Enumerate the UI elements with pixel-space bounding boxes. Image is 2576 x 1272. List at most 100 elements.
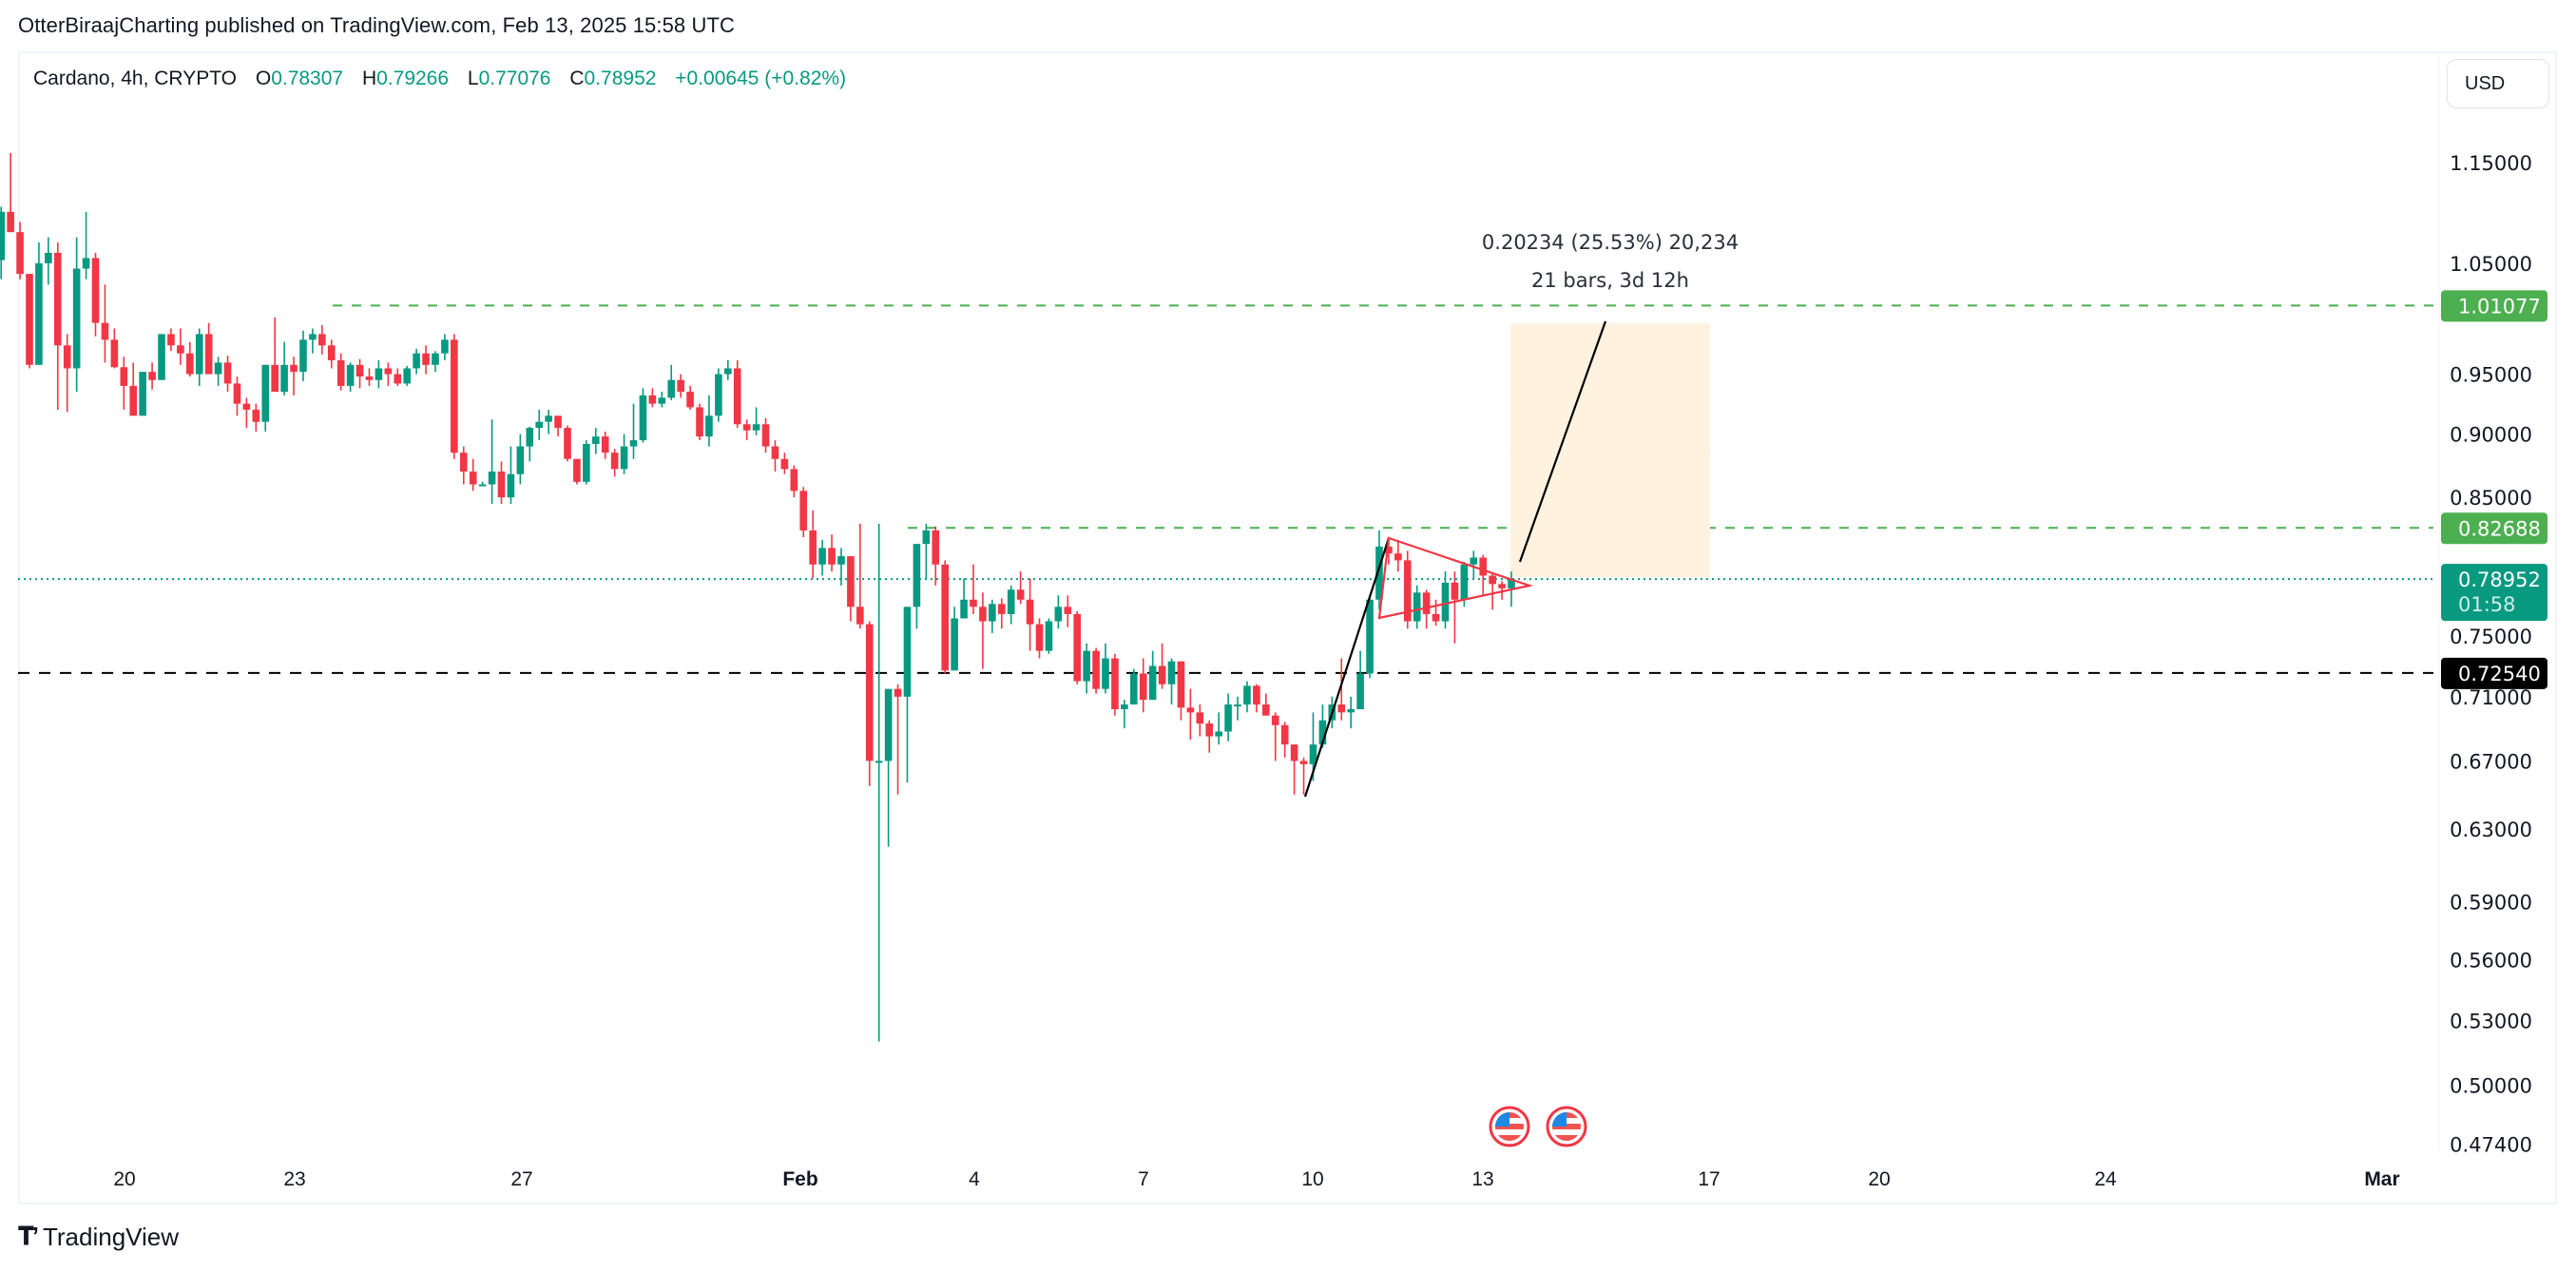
price-tick-label: 0.63000: [2450, 819, 2532, 841]
candle-body: [35, 262, 43, 365]
price-axis[interactable]: 1.15000 1.05000 0.95000 0.90000 0.85000 0.750…: [2438, 51, 2532, 1157]
candle-body: [856, 607, 864, 625]
date-tick-label: 10: [1301, 1168, 1323, 1190]
candle-body: [573, 458, 581, 482]
measure-price-text: 0.20234 (25.53%) 20,234: [1482, 231, 1739, 254]
date-tick-label: 20: [113, 1168, 135, 1190]
measure-bars-text: 21 bars, 3d 12h: [1531, 269, 1689, 292]
candle-body: [667, 379, 676, 398]
candle-body: [82, 258, 90, 269]
footer-branding[interactable]: 𝐓’ TradingView: [18, 1222, 179, 1252]
candle-body: [658, 397, 666, 404]
candle-body: [214, 362, 222, 375]
candle-body: [451, 339, 458, 453]
candle-body: [1337, 704, 1346, 713]
candle-body: [705, 415, 713, 437]
date-tick-label: 20: [1868, 1168, 1890, 1190]
pennant-triangle[interactable]: [1377, 536, 1534, 620]
candle-body: [1139, 673, 1147, 701]
candle-body: [7, 211, 14, 233]
candle-body: [195, 334, 203, 375]
resistance-price-tag-value: 0.82688: [2458, 517, 2541, 540]
candlestick-series: [0, 152, 1515, 1042]
candle-body: [989, 604, 996, 622]
candle-body: [724, 368, 732, 375]
candle-body: [394, 374, 402, 384]
date-tick-label: 23: [283, 1168, 305, 1190]
price-tick-label: 0.67000: [2450, 750, 2532, 773]
candle-body: [280, 364, 288, 393]
candle-body: [1083, 650, 1090, 682]
candle-body: [1186, 707, 1195, 713]
symbol-title[interactable]: Cardano, 4h, CRYPTO: [33, 67, 237, 89]
candle-body: [139, 372, 146, 416]
date-tick-label: Mar: [2364, 1168, 2399, 1190]
candle-body: [177, 345, 184, 354]
candle-body: [979, 607, 987, 622]
candle-body: [72, 268, 81, 369]
candle-body: [535, 421, 544, 429]
price-tick-label: 0.85000: [2450, 487, 2532, 510]
candle-body: [422, 353, 430, 365]
candle-body: [299, 339, 307, 373]
pattern-drawings[interactable]: [1303, 320, 1607, 798]
candle-body: [1356, 673, 1364, 710]
candle-body: [1158, 665, 1166, 684]
flagpole-trendline[interactable]: [1303, 537, 1391, 798]
projection-trendline[interactable]: [1518, 320, 1607, 563]
candle-body: [545, 415, 552, 422]
horizontal-levels: [18, 304, 2433, 674]
price-tick-label: 0.71000: [2450, 686, 2532, 709]
candle-body: [478, 484, 487, 487]
candle-body: [252, 409, 260, 422]
candle-body: [1489, 575, 1496, 585]
candle-body: [469, 472, 477, 485]
candle-body: [375, 368, 383, 380]
chart-frame[interactable]: [18, 51, 2557, 1205]
price-tick-label: 0.75000: [2450, 626, 2532, 648]
candle-body: [780, 458, 789, 470]
candle-body: [1432, 613, 1440, 622]
date-tick-label: 27: [510, 1168, 532, 1190]
open-label: O: [255, 67, 272, 89]
candle-body: [913, 544, 921, 607]
target-price-tag-value: 1.01077: [2458, 295, 2541, 318]
date-tick-label: Feb: [782, 1168, 817, 1190]
bar-countdown: 01:58: [2458, 593, 2516, 616]
candle-body: [1121, 704, 1128, 710]
last-price-tag: [2441, 564, 2547, 622]
candle-body: [1196, 712, 1204, 724]
candle-body: [1102, 658, 1109, 689]
candle-body: [507, 473, 515, 498]
candle-body: [894, 688, 902, 697]
candle-body: [346, 364, 355, 386]
currency-button[interactable]: USD: [2447, 59, 2549, 108]
candle-body: [799, 491, 808, 530]
time-axis[interactable]: 20 23 27 Feb 4 7 10 13 17 20 24 Mar: [113, 1168, 2399, 1190]
us-flag-event-icon[interactable]: [1546, 1106, 1587, 1147]
candle-body: [1460, 564, 1469, 600]
candle-body: [459, 453, 468, 472]
us-flag-event-icon[interactable]: [1489, 1106, 1530, 1147]
economic-events[interactable]: [1489, 1106, 1587, 1147]
candle-body: [1177, 661, 1185, 708]
candle-body: [875, 761, 883, 763]
candle-body: [1498, 584, 1506, 588]
price-tick-label: 1.15000: [2450, 152, 2532, 175]
candle-body: [1224, 704, 1232, 732]
candle-body: [158, 334, 165, 380]
price-tick-label: 0.50000: [2450, 1074, 2532, 1097]
low-value: 0.77076: [478, 67, 551, 89]
candle-body: [970, 599, 977, 607]
candle-body: [516, 446, 525, 474]
candle-body: [828, 548, 836, 565]
candle-body: [336, 359, 345, 386]
candle-body: [233, 383, 241, 404]
candle-body: [771, 446, 779, 459]
candle-body: [997, 604, 1006, 614]
candle-body: [1422, 592, 1431, 614]
candle-body: [403, 368, 411, 384]
candle-body: [629, 440, 638, 447]
